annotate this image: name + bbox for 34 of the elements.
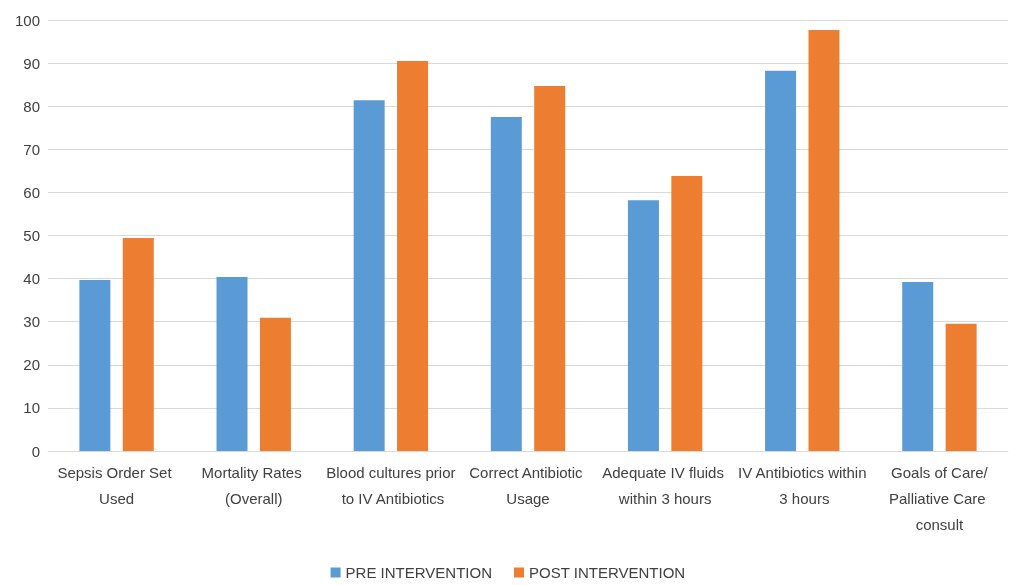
y-tick-label: 50 (23, 227, 40, 244)
y-tick-label: 30 (23, 313, 40, 331)
y-tick-label: 60 (23, 183, 40, 201)
x-tick-label: IV Antibiotics within 3 hours (738, 463, 867, 507)
x-tick-label: Sepsis Order Set Used (57, 463, 176, 507)
x-tick-label: Blood cultures prior to IV Antibiotics (326, 463, 456, 507)
y-tick-label: 70 (23, 140, 40, 158)
y-tick-label: 40 (23, 270, 40, 288)
bar (216, 276, 248, 451)
bar (79, 279, 111, 451)
y-tick-label: 0 (31, 442, 40, 460)
bar (397, 60, 429, 451)
y-tick-label: 100 (14, 11, 40, 29)
x-tick-label: Correct Antibiotic Usage (469, 463, 587, 507)
bar (671, 176, 703, 451)
bar (902, 282, 934, 451)
bar (627, 200, 659, 451)
legend-label: POST INTERVENTION (529, 564, 686, 581)
bar (808, 29, 840, 451)
bar (259, 317, 291, 451)
x-tick-label: Mortality Rates (Overall) (201, 463, 306, 507)
bar (534, 85, 566, 451)
y-tick-label: 90 (23, 54, 40, 72)
bar (353, 100, 385, 451)
y-tick-label: 10 (23, 399, 40, 417)
bar (490, 116, 522, 451)
bar (765, 70, 797, 451)
x-tick-label: Adequate IV fluids within 3 hours (602, 463, 729, 507)
y-tick-label: 20 (23, 356, 40, 374)
bar (945, 323, 977, 451)
legend-label: PRE INTERVENTION (345, 564, 493, 581)
bar (122, 238, 154, 451)
y-tick-label: 80 (23, 97, 40, 115)
x-tick-label: Goals of Care/Palliative Care consult (888, 463, 990, 533)
